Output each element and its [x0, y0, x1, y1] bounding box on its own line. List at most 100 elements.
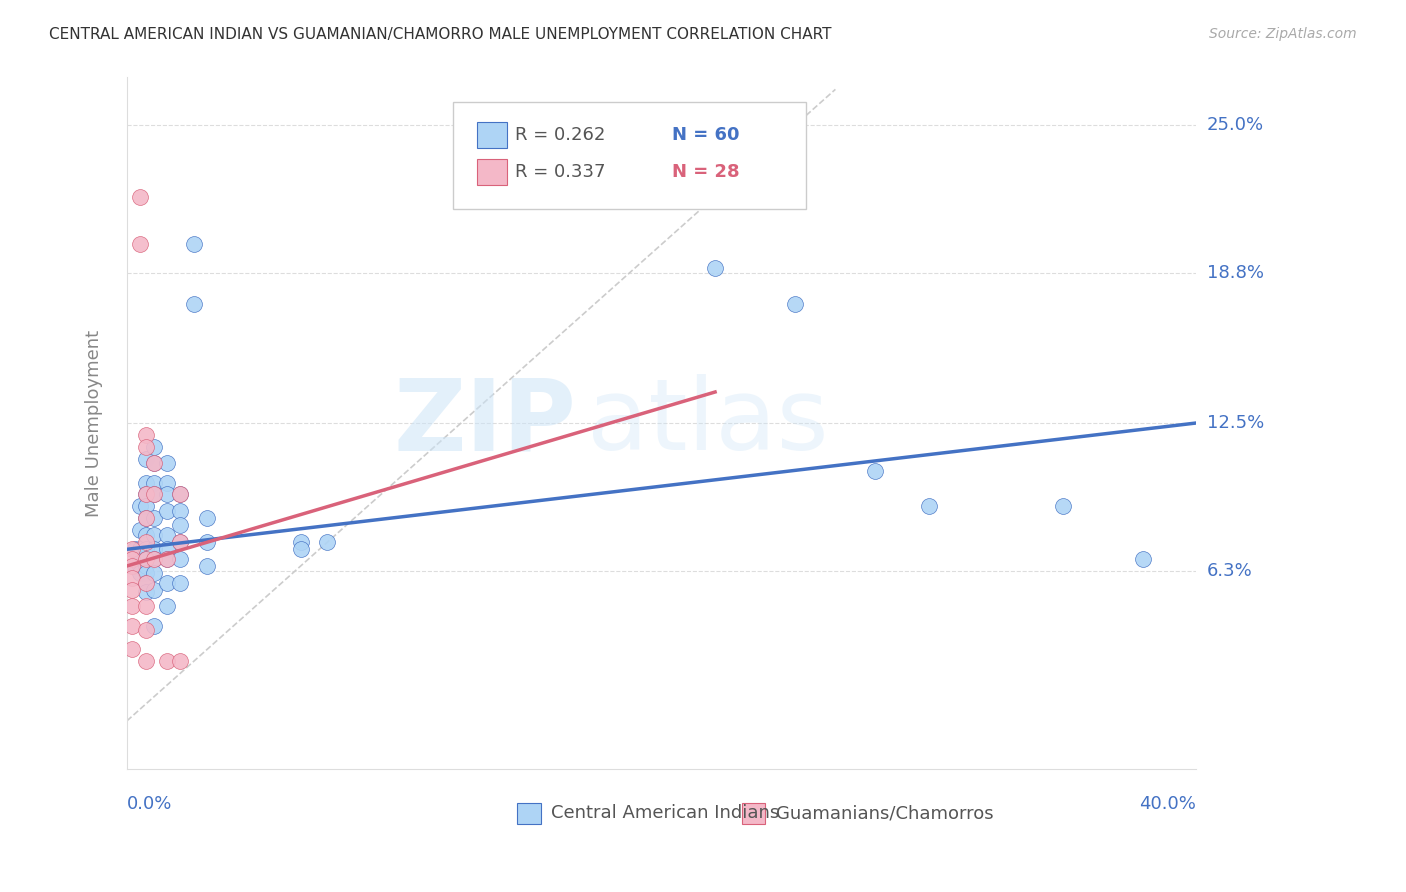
Point — [135, 542, 157, 557]
Point — [195, 558, 218, 573]
Text: R = 0.337: R = 0.337 — [515, 163, 606, 181]
Point — [183, 297, 205, 311]
Point — [124, 558, 146, 573]
Point — [135, 487, 157, 501]
Point — [135, 528, 157, 542]
Point — [1132, 551, 1154, 566]
Point — [142, 457, 165, 471]
Text: 18.8%: 18.8% — [1206, 264, 1264, 282]
Point — [135, 566, 157, 581]
Point — [169, 504, 191, 518]
Point — [156, 475, 179, 490]
Point — [290, 542, 312, 557]
Point — [135, 440, 157, 454]
Text: R = 0.262: R = 0.262 — [515, 126, 606, 144]
Point — [156, 654, 179, 668]
Bar — [742, 803, 765, 824]
Point — [129, 542, 152, 557]
Point — [169, 575, 191, 590]
Point — [156, 542, 179, 557]
Point — [135, 511, 157, 525]
Point — [142, 551, 165, 566]
Text: ZIP: ZIP — [394, 375, 576, 472]
Point — [704, 261, 727, 276]
Point — [195, 511, 218, 525]
Point — [169, 487, 191, 501]
Point — [129, 558, 152, 573]
Point — [142, 582, 165, 597]
Bar — [517, 803, 541, 824]
Text: N = 60: N = 60 — [672, 126, 740, 144]
Text: 40.0%: 40.0% — [1139, 795, 1197, 813]
Point — [169, 518, 191, 533]
Point — [135, 428, 157, 442]
Text: 12.5%: 12.5% — [1206, 414, 1264, 432]
Point — [316, 535, 339, 549]
Point — [865, 464, 887, 478]
Point — [129, 500, 152, 514]
Point — [785, 297, 807, 311]
Point — [135, 624, 157, 638]
Text: Guamanians/Chamorros: Guamanians/Chamorros — [776, 805, 994, 822]
Point — [129, 189, 152, 203]
Point — [169, 535, 191, 549]
Point — [195, 535, 218, 549]
Point — [156, 504, 179, 518]
Point — [135, 551, 157, 566]
Point — [156, 457, 179, 471]
Point — [135, 599, 157, 614]
Point — [142, 487, 165, 501]
Point — [142, 618, 165, 632]
Point — [135, 487, 157, 501]
Point — [142, 487, 165, 501]
Point — [1052, 500, 1074, 514]
Text: 0.0%: 0.0% — [127, 795, 173, 813]
Point — [129, 523, 152, 537]
Point — [124, 542, 146, 557]
Bar — [477, 121, 506, 148]
Point — [169, 535, 191, 549]
Text: 25.0%: 25.0% — [1206, 116, 1264, 134]
Point — [135, 585, 157, 599]
Point — [156, 551, 179, 566]
Point — [142, 528, 165, 542]
Point — [142, 457, 165, 471]
Point — [135, 558, 157, 573]
Point — [183, 237, 205, 252]
Point — [142, 440, 165, 454]
Bar — [477, 159, 506, 186]
Point — [121, 642, 143, 657]
Point — [142, 542, 165, 557]
Text: Source: ZipAtlas.com: Source: ZipAtlas.com — [1209, 27, 1357, 41]
Text: N = 28: N = 28 — [672, 163, 740, 181]
Point — [290, 535, 312, 549]
Point — [169, 654, 191, 668]
Point — [135, 575, 157, 590]
Point — [121, 582, 143, 597]
Point — [135, 500, 157, 514]
Point — [121, 599, 143, 614]
Point — [156, 487, 179, 501]
Point — [121, 558, 143, 573]
Point — [169, 487, 191, 501]
Y-axis label: Male Unemployment: Male Unemployment — [86, 329, 103, 516]
Point — [135, 654, 157, 668]
Point — [135, 535, 157, 549]
Text: atlas: atlas — [586, 375, 828, 472]
Point — [135, 451, 157, 466]
Point — [135, 475, 157, 490]
Point — [121, 571, 143, 585]
Point — [156, 528, 179, 542]
Point — [918, 500, 941, 514]
Point — [135, 575, 157, 590]
Point — [142, 551, 165, 566]
Text: CENTRAL AMERICAN INDIAN VS GUAMANIAN/CHAMORRO MALE UNEMPLOYMENT CORRELATION CHAR: CENTRAL AMERICAN INDIAN VS GUAMANIAN/CHA… — [49, 27, 832, 42]
Point — [129, 566, 152, 581]
Point — [121, 551, 143, 566]
Point — [156, 575, 179, 590]
Point — [135, 511, 157, 525]
Point — [121, 618, 143, 632]
Point — [121, 542, 143, 557]
Point — [135, 551, 157, 566]
FancyBboxPatch shape — [453, 102, 806, 209]
